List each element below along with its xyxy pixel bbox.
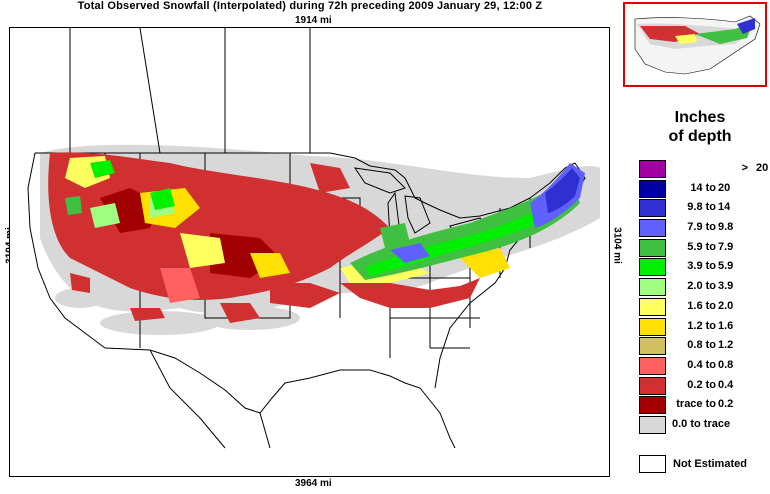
legend-swatch bbox=[639, 179, 666, 198]
legend-range-high: 2.0 bbox=[718, 299, 734, 312]
legend-swatch bbox=[639, 337, 666, 356]
snowfall-map bbox=[9, 27, 610, 477]
legend-range-low: 7.9 to bbox=[687, 221, 716, 234]
legend-row: 3.9 to 5.9 bbox=[639, 258, 770, 278]
legend-row: 2.0 to 3.9 bbox=[639, 278, 770, 298]
legend-swatch bbox=[639, 238, 666, 257]
legend-title-line1: Inches bbox=[674, 109, 726, 126]
legend-range-high: 3.9 bbox=[718, 280, 734, 293]
legend-row: 0.0 to trace bbox=[639, 415, 770, 436]
top-distance-label: 1914 mi bbox=[295, 15, 332, 26]
legend-range-low: trace to bbox=[676, 398, 716, 411]
snowfall-map-svg bbox=[27, 28, 600, 449]
legend-range-low: 0.0 to trace bbox=[672, 417, 731, 430]
legend-swatch bbox=[639, 376, 666, 395]
legend: >20 14 to 20 9.8 to 14 7.9 to 9.8 5.9 to 7.9 3.9 … bbox=[639, 160, 770, 436]
legend-range-high: 20 bbox=[756, 162, 769, 174]
legend-range-high: 7.9 bbox=[718, 240, 734, 253]
legend-swatch bbox=[639, 297, 666, 316]
legend-row: 9.8 to 14 bbox=[639, 199, 770, 219]
inset-overview-map bbox=[623, 2, 767, 87]
legend-swatch bbox=[639, 219, 666, 238]
legend-row: 0.8 to 1.2 bbox=[639, 337, 770, 357]
bottom-distance-label: 3964 mi bbox=[295, 478, 332, 489]
legend-row: 5.9 to 7.9 bbox=[639, 238, 770, 259]
legend-swatch bbox=[639, 415, 666, 434]
legend-range-high: 14 bbox=[718, 201, 731, 214]
legend-range-low: 0.2 to bbox=[687, 378, 716, 391]
legend-row: trace to 0.2 bbox=[639, 396, 770, 416]
legend-range-low: 14 to bbox=[690, 181, 716, 194]
legend-range-high: 0.4 bbox=[718, 378, 734, 391]
legend-swatch bbox=[639, 317, 666, 336]
light-snow-patches bbox=[48, 152, 480, 323]
legend-range-high: 0.8 bbox=[718, 358, 734, 371]
legend-row: 14 to 20 bbox=[639, 179, 770, 200]
legend-range-low: 1.2 to bbox=[687, 319, 716, 332]
legend-swatch bbox=[639, 278, 666, 297]
legend-range-high: 9.8 bbox=[718, 221, 734, 234]
legend-range-high: 5.9 bbox=[718, 260, 734, 273]
map-title: Total Observed Snowfall (Interpolated) d… bbox=[77, 0, 543, 12]
legend-swatch bbox=[639, 356, 666, 375]
legend-range-low: 9.8 to bbox=[687, 201, 716, 214]
legend-range-high: 1.6 bbox=[718, 319, 734, 332]
legend-range-low: > bbox=[741, 162, 748, 174]
legend-row: 1.2 to 1.6 bbox=[639, 317, 770, 338]
legend-range-low: 5.9 to bbox=[687, 240, 716, 253]
legend-row: 0.2 to 0.4 bbox=[639, 376, 770, 397]
legend-range-low: 1.6 to bbox=[687, 299, 716, 312]
inset-map-svg bbox=[634, 15, 761, 75]
legend-range-high: 0.2 bbox=[718, 398, 734, 411]
legend-swatch bbox=[639, 258, 666, 277]
legend-range-high: 1.2 bbox=[718, 339, 734, 352]
legend-title-line2: of depth bbox=[668, 128, 732, 145]
legend-row: >20 bbox=[639, 160, 770, 180]
legend-swatch bbox=[639, 199, 666, 218]
legend-range-low: 0.8 to bbox=[687, 339, 716, 352]
legend-row: 0.4 to 0.8 bbox=[639, 356, 770, 377]
heaviest-snow-core bbox=[390, 163, 585, 263]
right-distance-label: 3104 mi bbox=[611, 227, 623, 264]
legend-row: 1.6 to 2.0 bbox=[639, 297, 770, 318]
not-estimated-label: Not Estimated bbox=[673, 458, 747, 470]
legend-range-high: 20 bbox=[718, 181, 731, 194]
not-estimated-swatch bbox=[639, 455, 666, 473]
legend-range-low: 2.0 to bbox=[687, 280, 716, 293]
legend-range-low: 3.9 to bbox=[687, 260, 716, 273]
legend-title: Inches of depth bbox=[630, 108, 770, 146]
legend-range-low: 0.4 to bbox=[687, 358, 716, 371]
legend-row: 7.9 to 9.8 bbox=[639, 219, 770, 239]
legend-swatch bbox=[639, 396, 666, 415]
legend-swatch bbox=[639, 160, 666, 178]
